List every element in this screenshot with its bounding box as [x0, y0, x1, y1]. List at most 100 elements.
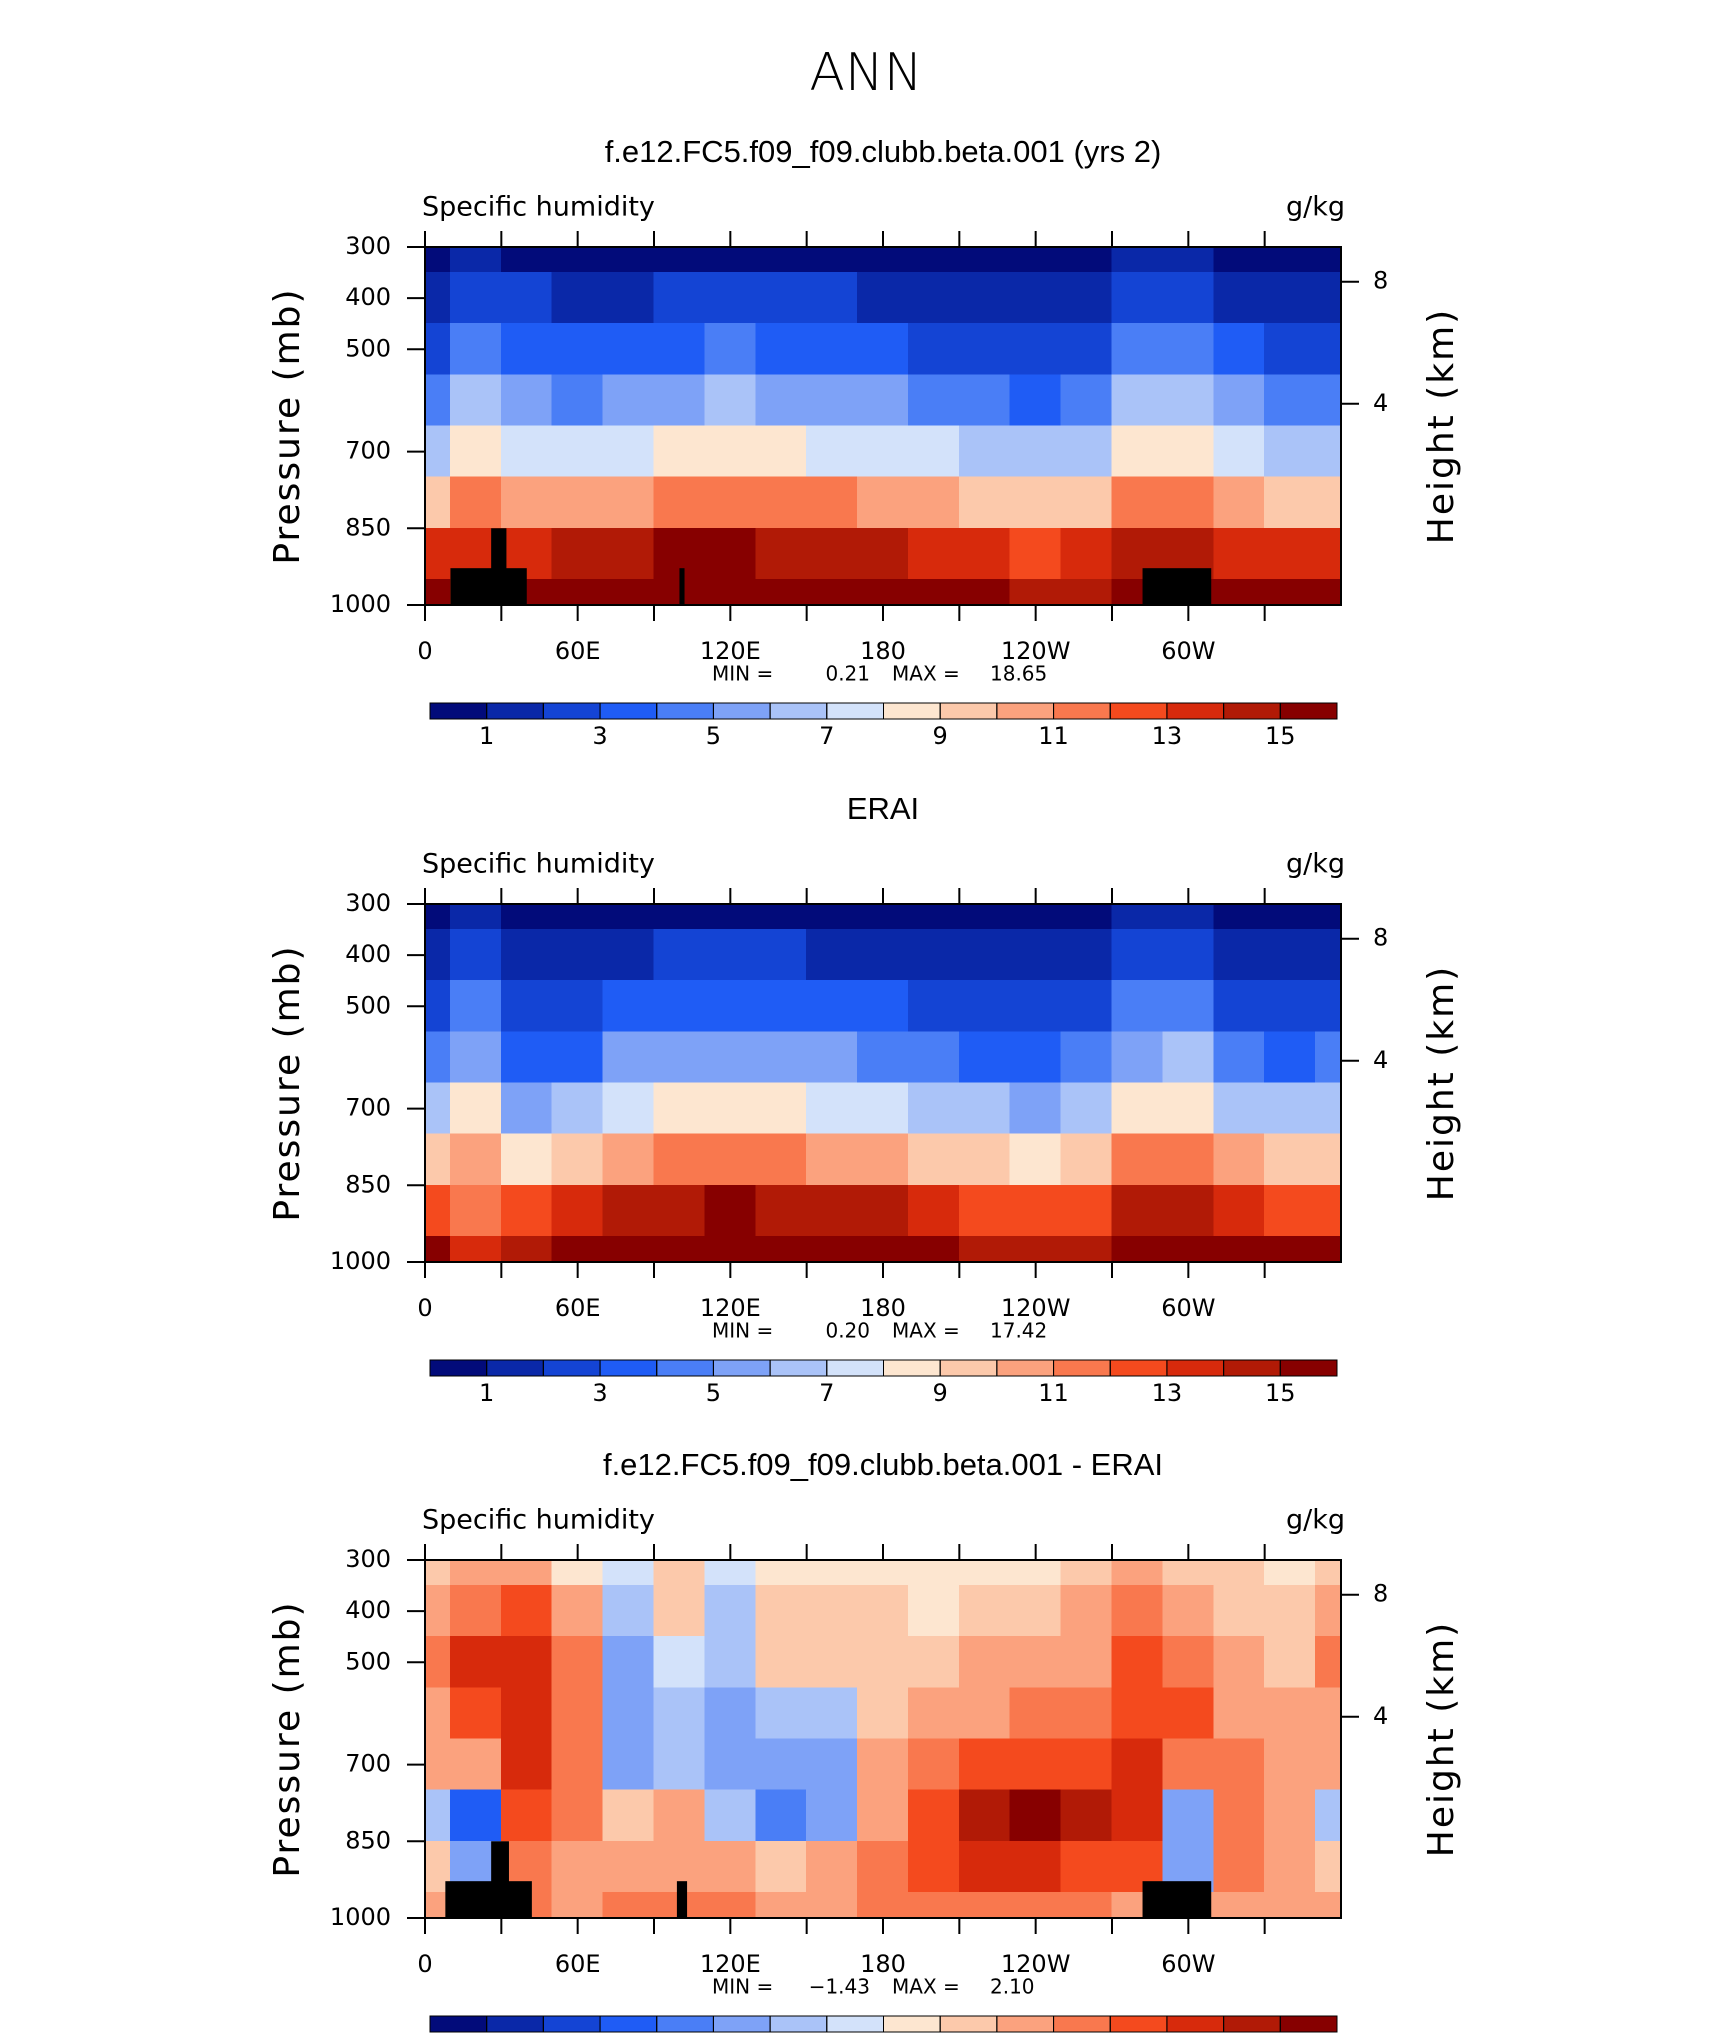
contour-cell	[704, 374, 757, 427]
colorbar-box	[1279, 702, 1338, 720]
contour-cell	[958, 272, 1011, 325]
y-tick-label: 850	[345, 513, 391, 541]
contour-cell	[1315, 1235, 1342, 1263]
left-label: Specific humidity	[422, 192, 655, 223]
x-tick-label: 180	[860, 1950, 906, 1978]
contour-cell	[806, 980, 859, 1033]
contour-cell	[755, 323, 808, 376]
contour-cell	[1111, 929, 1164, 982]
contour-cell	[1315, 1891, 1342, 1919]
contour-cell	[653, 246, 706, 274]
colorbar-box	[769, 702, 828, 720]
colorbar-label: 15	[1265, 1379, 1296, 1407]
contour-cell	[449, 246, 502, 274]
contour-cell	[1315, 374, 1342, 427]
contour-cell	[806, 1840, 859, 1893]
contour-cell	[755, 1184, 808, 1237]
contour-cell	[1111, 476, 1164, 529]
contour-cell	[857, 929, 909, 982]
x-tick-label: 0	[417, 637, 432, 665]
contour-cell	[857, 1133, 909, 1186]
contour-cell	[1213, 1738, 1266, 1791]
contour-cell	[704, 1133, 757, 1186]
contour-cell	[1264, 1559, 1317, 1587]
contour-cell	[704, 1082, 757, 1135]
contour-cell	[907, 1840, 960, 1893]
colorbar-label: 1.5	[1205, 2035, 1243, 2038]
contour-cell	[653, 903, 706, 931]
contour-cell	[755, 374, 808, 427]
contour-cell	[1264, 929, 1317, 982]
contour-cell	[907, 1891, 960, 1919]
contour-cell	[1213, 323, 1266, 376]
contour-cell	[449, 1235, 502, 1263]
contour-cell	[1111, 246, 1164, 274]
contour-cell	[551, 476, 604, 529]
colorbar-box	[883, 1359, 941, 1377]
contour-cell	[500, 1235, 553, 1263]
contour-cell	[653, 1738, 706, 1791]
contour-cell	[1111, 1184, 1164, 1237]
contour-cell	[1315, 1840, 1342, 1893]
contour-cell	[551, 527, 604, 580]
contour-cell	[500, 425, 553, 478]
y-tick-label: 700	[345, 1750, 391, 1778]
max-label: MAX =	[892, 1975, 960, 1999]
contour-cell	[958, 1031, 1011, 1084]
colorbar-label: 11	[1038, 722, 1069, 750]
contour-cell	[1009, 980, 1062, 1033]
contour-cell	[958, 476, 1011, 529]
contour-cell	[1264, 1636, 1317, 1689]
contour-cell	[1315, 1559, 1342, 1587]
contour-cell	[704, 578, 757, 606]
contour-cell	[653, 527, 706, 580]
contour-cell	[857, 980, 909, 1033]
contour-cell	[500, 1585, 553, 1638]
contour-cell	[602, 929, 655, 982]
contour-cell	[1315, 1133, 1342, 1186]
contour-cell	[424, 903, 451, 931]
contour-cell	[602, 1840, 655, 1893]
contour-cell	[704, 980, 757, 1033]
colorbar-box	[429, 2015, 488, 2033]
contour-cell	[1264, 1738, 1317, 1791]
contour-cell	[704, 1184, 757, 1237]
contour-cell	[1315, 1738, 1342, 1791]
contour-cell	[1009, 374, 1062, 427]
colorbar-box	[1166, 2015, 1225, 2033]
contour-cell	[1009, 1891, 1062, 1919]
colorbar-label: −0.3	[741, 2035, 799, 2038]
contour-cell	[958, 1082, 1011, 1135]
contour-cell	[551, 1031, 604, 1084]
contour-cell	[857, 1031, 909, 1084]
x-tick-label: 120E	[700, 637, 761, 665]
colorbar-label: 7	[819, 1379, 834, 1407]
contour-cell	[704, 1687, 757, 1740]
min-value: 0.20	[825, 1319, 870, 1343]
contour-cell	[907, 1235, 960, 1263]
colorbar-box	[1223, 1359, 1281, 1377]
colorbar-box	[656, 1359, 714, 1377]
contour-cell	[1213, 929, 1266, 982]
terrain	[679, 568, 685, 605]
contour-cell	[907, 246, 960, 274]
contour-cell	[449, 1184, 502, 1237]
contour-cell	[1213, 1184, 1266, 1237]
contour-cell	[857, 1840, 909, 1893]
contour-cell	[857, 1738, 909, 1791]
colorbar-box	[712, 702, 771, 720]
terrain	[450, 568, 527, 605]
contour-cell	[806, 374, 859, 427]
y-tick-label: 1000	[330, 1903, 391, 1931]
contour-cell	[1060, 1891, 1113, 1919]
contour-cell	[958, 1687, 1011, 1740]
contour-cell	[907, 578, 960, 606]
contour-cell	[1264, 1585, 1317, 1638]
contour-cell	[424, 929, 451, 982]
contour-cell	[1213, 425, 1266, 478]
contour-cell	[907, 1559, 960, 1587]
contour-cell	[1162, 1738, 1215, 1791]
contour-cell	[1213, 1687, 1266, 1740]
colorbar-box	[542, 2015, 601, 2033]
